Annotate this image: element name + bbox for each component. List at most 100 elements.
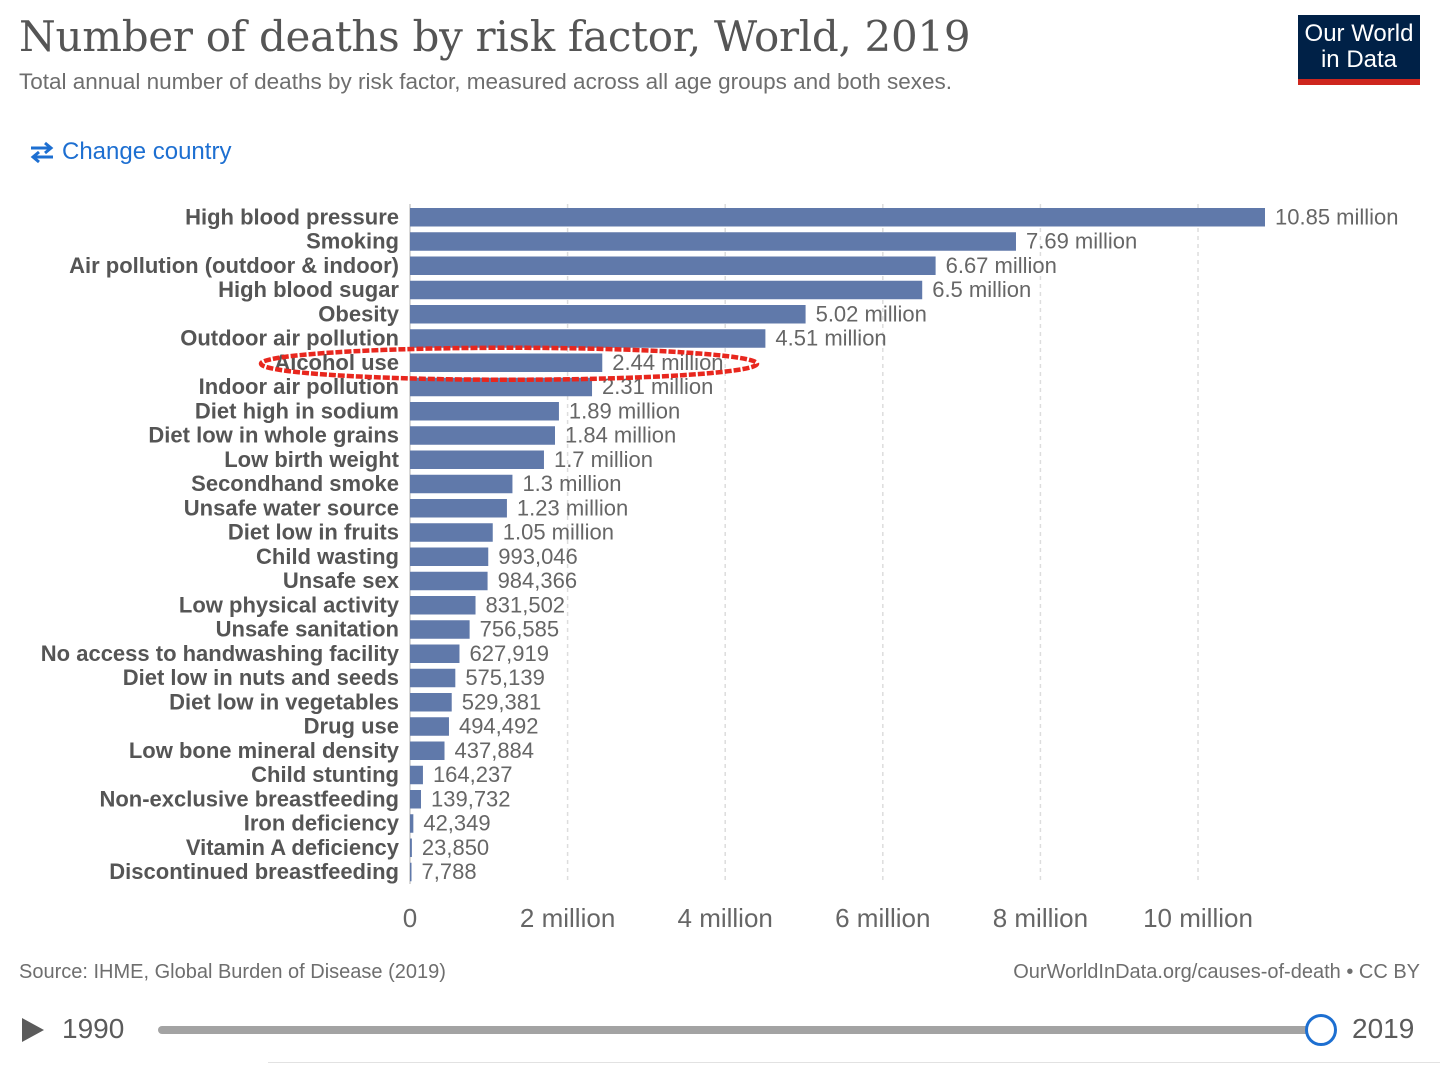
bar[interactable] [410,426,555,445]
category-label: Unsafe sex [283,568,400,593]
category-label: Iron deficiency [244,811,400,836]
value-label: 575,139 [465,665,545,690]
value-label: 529,381 [462,689,542,714]
category-label: Diet low in vegetables [169,689,399,714]
category-label: Diet high in sodium [195,398,399,423]
bar[interactable] [410,596,476,615]
value-label: 139,732 [431,786,511,811]
bar[interactable] [410,232,1016,251]
bar[interactable] [410,353,603,373]
bar[interactable] [410,838,412,858]
divider [268,1062,1440,1063]
owid-logo[interactable]: Our World in Data [1298,15,1420,85]
category-label: Child wasting [256,544,399,569]
value-label: 627,919 [469,641,549,666]
bar[interactable] [410,790,422,809]
category-label: No access to handwashing facility [41,641,400,666]
value-label: 1.05 million [503,520,614,545]
category-label: Discontinued breastfeeding [109,859,399,884]
category-label: High blood pressure [185,204,399,229]
timeline-handle[interactable] [1305,1014,1337,1046]
bar[interactable] [410,814,414,833]
category-label: Low physical activity [179,592,400,617]
bars [410,208,1265,882]
category-label: Diet low in fruits [228,520,399,545]
category-label: Air pollution (outdoor & indoor) [69,253,399,278]
category-label: Child stunting [251,762,399,787]
value-label: 1.89 million [569,398,680,423]
bar[interactable] [410,450,544,470]
bar[interactable] [410,693,452,712]
logo-line-2: in Data [1320,46,1398,73]
x-axis-ticks: 0 2 million 4 million 6 million 8 million 10 … [403,903,1253,933]
bar[interactable] [410,741,445,761]
value-label: 6.5 million [932,277,1031,302]
value-label: 1.3 million [522,471,621,496]
x-tick-label: 6 million [835,903,930,933]
value-label: 10.85 million [1275,204,1399,229]
x-tick-label: 4 million [678,903,773,933]
bar[interactable] [410,256,936,276]
chart-subtitle: Total annual number of deaths by risk fa… [19,69,953,94]
category-label: Low bone mineral density [129,738,400,763]
value-label: 23,850 [422,835,489,860]
value-label: 5.02 million [816,301,927,326]
bar-chart: High blood pressure 10.85 million Smoking 7… [41,204,1399,933]
value-label: 6.67 million [946,253,1057,278]
category-label: Obesity [318,301,399,326]
highlight-annotation [258,345,760,382]
bar[interactable] [410,329,766,348]
bar[interactable] [410,765,423,785]
bar[interactable] [410,499,507,518]
category-label: Low birth weight [224,447,399,472]
highlight-circle [258,345,760,382]
bar[interactable] [410,571,488,591]
value-label: 42,349 [423,811,490,836]
value-label: 1.7 million [554,447,653,472]
bar[interactable] [410,644,460,664]
value-label: 756,585 [480,617,560,642]
value-label: 831,502 [486,592,566,617]
category-label: Non-exclusive breastfeeding [99,786,399,811]
value-label: 7,788 [422,859,477,884]
bar[interactable] [410,280,923,300]
category-label: Outdoor air pollution [180,326,399,351]
timeline-start-year: 1990 [62,1013,125,1044]
category-label: Smoking [306,229,399,254]
bar[interactable] [410,208,1265,227]
category-label: High blood sugar [218,277,399,302]
source-note: Source: IHME, Global Burden of Disease (… [19,961,446,983]
timeline-track[interactable] [158,1026,1320,1034]
x-tick-label: 2 million [520,903,615,933]
bar[interactable] [410,402,559,421]
category-label: Diet low in nuts and seeds [123,665,399,690]
value-label: 993,046 [498,544,578,569]
bar[interactable] [410,305,806,324]
logo-line-1: Our World [1304,20,1414,47]
bar[interactable] [410,377,593,397]
value-label: 164,237 [433,762,513,787]
labels: High blood pressure 10.85 million Smoking 7… [41,204,1399,884]
value-label: 7.69 million [1026,229,1137,254]
value-label: 1.84 million [565,423,676,448]
value-label: 4.51 million [775,326,886,351]
x-tick-label: 0 [403,903,417,933]
category-label: Vitamin A deficiency [186,835,400,860]
timeline-end-year: 2019 [1352,1013,1415,1044]
bar[interactable] [410,862,412,882]
value-label: 1.23 million [517,495,628,520]
bar[interactable] [410,474,513,494]
bar[interactable] [410,668,456,688]
source-url[interactable]: OurWorldInData.org/causes-of-death • CC … [1013,961,1420,983]
bar[interactable] [410,547,489,567]
bar[interactable] [410,717,449,736]
category-label: Diet low in whole grains [148,423,399,448]
category-label: Secondhand smoke [191,471,399,496]
play-icon[interactable] [20,1017,46,1043]
bar[interactable] [410,523,493,542]
chart-title: Number of deaths by risk factor, World, … [19,12,971,61]
bar[interactable] [410,620,470,639]
change-country-button[interactable]: Change country [28,138,231,166]
category-label: Unsafe water source [184,495,399,520]
category-label: Unsafe sanitation [216,617,399,642]
